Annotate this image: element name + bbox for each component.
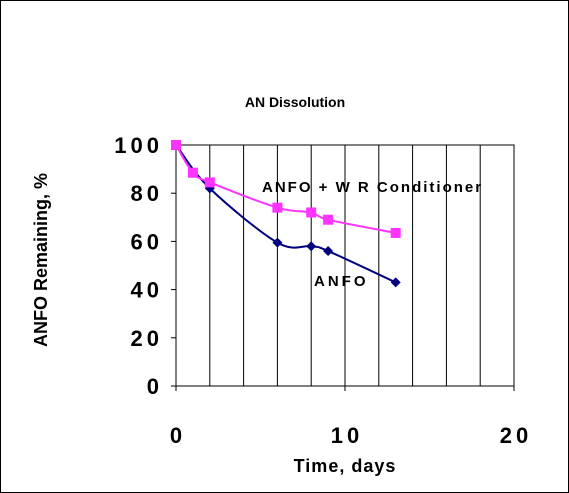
data-point [204, 177, 215, 188]
y-tick-label: 80 [131, 181, 163, 206]
x-tick-label: 0 [170, 423, 186, 448]
x-axis-label: Time, days [294, 456, 397, 476]
series-label-anfo: ANFO [314, 273, 369, 290]
y-axis-ticks: 0 20 40 60 80 100 [114, 133, 176, 399]
data-point [306, 241, 317, 252]
series-label-anfo-wr: ANFO + W R Conditioner [262, 179, 483, 196]
data-point [272, 237, 283, 248]
data-point [323, 246, 334, 257]
series-layer [171, 140, 401, 288]
data-point [306, 207, 317, 218]
data-point [323, 214, 334, 225]
y-tick-label: 40 [131, 278, 163, 303]
y-tick-label: 60 [131, 229, 163, 254]
y-tick-label: 0 [147, 374, 163, 399]
data-point [187, 167, 198, 178]
x-tick-label: 10 [331, 423, 363, 448]
chart-title: AN Dissolution [245, 94, 345, 110]
x-axis-ticks: 0 10 20 [170, 386, 532, 448]
data-point [272, 202, 283, 213]
data-point [390, 227, 401, 238]
series-line-0 [175, 144, 397, 284]
grid [209, 145, 481, 386]
x-tick-label: 20 [500, 423, 532, 448]
data-point [390, 277, 401, 288]
data-point [171, 140, 181, 150]
y-tick-label: 100 [114, 133, 163, 158]
y-tick-label: 20 [131, 326, 163, 351]
y-axis-label: ANFO Remaining, % [31, 173, 51, 347]
